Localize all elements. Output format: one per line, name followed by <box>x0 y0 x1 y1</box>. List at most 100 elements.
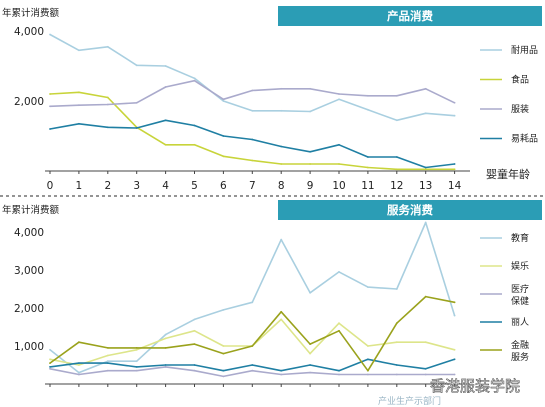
bottom-data-point <box>78 341 80 344</box>
bottom-data-point <box>338 322 340 325</box>
bottom-data-point <box>367 286 369 288</box>
bottom-data-point <box>193 369 196 372</box>
top-x-tick-label: 12 <box>390 180 403 192</box>
bottom-data-point <box>424 373 427 376</box>
top-data-point <box>106 103 109 106</box>
bottom-data-point <box>164 333 167 336</box>
top-data-point <box>395 119 398 122</box>
top-data-point <box>164 86 167 88</box>
bottom-data-point <box>395 364 398 366</box>
top-legend-label: 服装 <box>511 103 529 115</box>
top-data-point <box>338 98 340 101</box>
bottom-data-point <box>395 288 398 290</box>
top-data-point <box>367 108 369 111</box>
top-x-tick-label: 9 <box>307 180 314 192</box>
top-x-tick-label: 6 <box>220 180 227 192</box>
top-data-point <box>309 150 311 153</box>
bottom-data-point <box>453 373 456 376</box>
bottom-data-point <box>251 301 254 304</box>
bottom-data-point <box>135 348 138 351</box>
bottom-data-point <box>280 373 283 376</box>
bottom-data-point <box>424 341 427 344</box>
top-x-tick-label: 14 <box>448 180 462 192</box>
bottom-chart-ylabel: 年累计消费额 <box>2 204 60 216</box>
top-data-point <box>395 168 398 171</box>
bottom-data-point <box>280 369 283 372</box>
top-legend-label: 食品 <box>511 74 529 86</box>
top-legend-label: 易耗品 <box>511 134 538 145</box>
top-data-point <box>135 101 138 104</box>
top-data-point <box>78 104 80 107</box>
top-data-point <box>49 33 51 36</box>
bottom-data-point <box>453 301 456 304</box>
bottom-data-point <box>106 362 109 364</box>
bottom-data-point <box>164 337 167 340</box>
top-data-point <box>251 138 254 141</box>
top-data-point <box>106 126 109 129</box>
top-data-point <box>106 45 109 48</box>
bottom-data-point <box>106 347 109 349</box>
top-data-point <box>193 143 196 146</box>
bottom-data-point <box>222 309 225 311</box>
top-chart-title: 产品消费 <box>387 9 433 23</box>
bottom-chart-banner <box>278 200 542 220</box>
bottom-y-tick-label: 4,000 <box>14 227 44 239</box>
bottom-data-point <box>222 352 225 355</box>
bottom-data-point <box>424 221 427 224</box>
top-data-point <box>338 143 340 146</box>
bottom-legend-label: 金融 <box>511 339 529 351</box>
bottom-data-point <box>280 310 283 313</box>
bottom-data-point <box>367 345 369 347</box>
top-data-point <box>280 109 283 112</box>
top-data-point <box>453 168 456 171</box>
top-data-point <box>193 124 196 127</box>
bottom-data-point <box>222 345 225 347</box>
top-data-point <box>367 156 369 158</box>
top-data-point <box>49 105 51 108</box>
top-data-point <box>424 166 427 169</box>
top-data-point <box>280 87 283 90</box>
top-data-point <box>251 159 254 162</box>
top-y-tick-label: 2,000 <box>14 96 44 108</box>
bottom-data-point <box>309 371 311 374</box>
bottom-data-point <box>222 369 225 372</box>
bottom-data-point <box>338 373 340 376</box>
top-data-point <box>280 145 283 148</box>
bottom-data-point <box>309 343 311 345</box>
bottom-data-point <box>395 322 398 325</box>
product-consumption-chart: 年累计消费额 产品消费 0 1 2 3 4 5 6 7 8 9 10 11 12 13 142,0004,0… <box>2 6 542 192</box>
bottom-data-point <box>424 367 427 370</box>
bottom-data-point <box>106 354 109 357</box>
top-data-point <box>78 49 80 52</box>
bottom-legend-label: 教育 <box>511 232 529 244</box>
top-series-line-0 <box>49 33 455 122</box>
bottom-chart-title: 服务消费 <box>387 203 433 217</box>
bottom-data-point <box>193 343 196 345</box>
top-data-point <box>280 163 283 165</box>
bottom-data-point <box>309 364 311 366</box>
bottom-legend-label: 医疗 <box>511 283 529 295</box>
top-data-point <box>367 166 369 169</box>
bottom-data-point <box>49 362 51 364</box>
bottom-data-point <box>49 358 51 361</box>
top-chart-series <box>49 33 456 171</box>
top-y-tick-label: 4,000 <box>14 26 44 38</box>
bottom-data-point <box>338 369 340 372</box>
bottom-data-point <box>78 373 80 376</box>
top-data-point <box>49 128 51 130</box>
bottom-data-point <box>395 341 398 344</box>
top-data-point <box>222 100 225 102</box>
bottom-data-point <box>395 373 398 376</box>
top-chart-ylabel: 年累计消费额 <box>2 7 60 19</box>
bottom-data-point <box>164 364 167 366</box>
bottom-data-point <box>78 371 80 374</box>
top-data-point <box>222 98 225 101</box>
bottom-data-point <box>193 364 196 366</box>
bottom-legend-label: 保健 <box>511 295 529 307</box>
top-data-point <box>193 79 196 82</box>
bottom-data-point <box>106 369 109 372</box>
top-data-point <box>222 135 225 137</box>
top-x-tick-label: 8 <box>278 180 285 192</box>
